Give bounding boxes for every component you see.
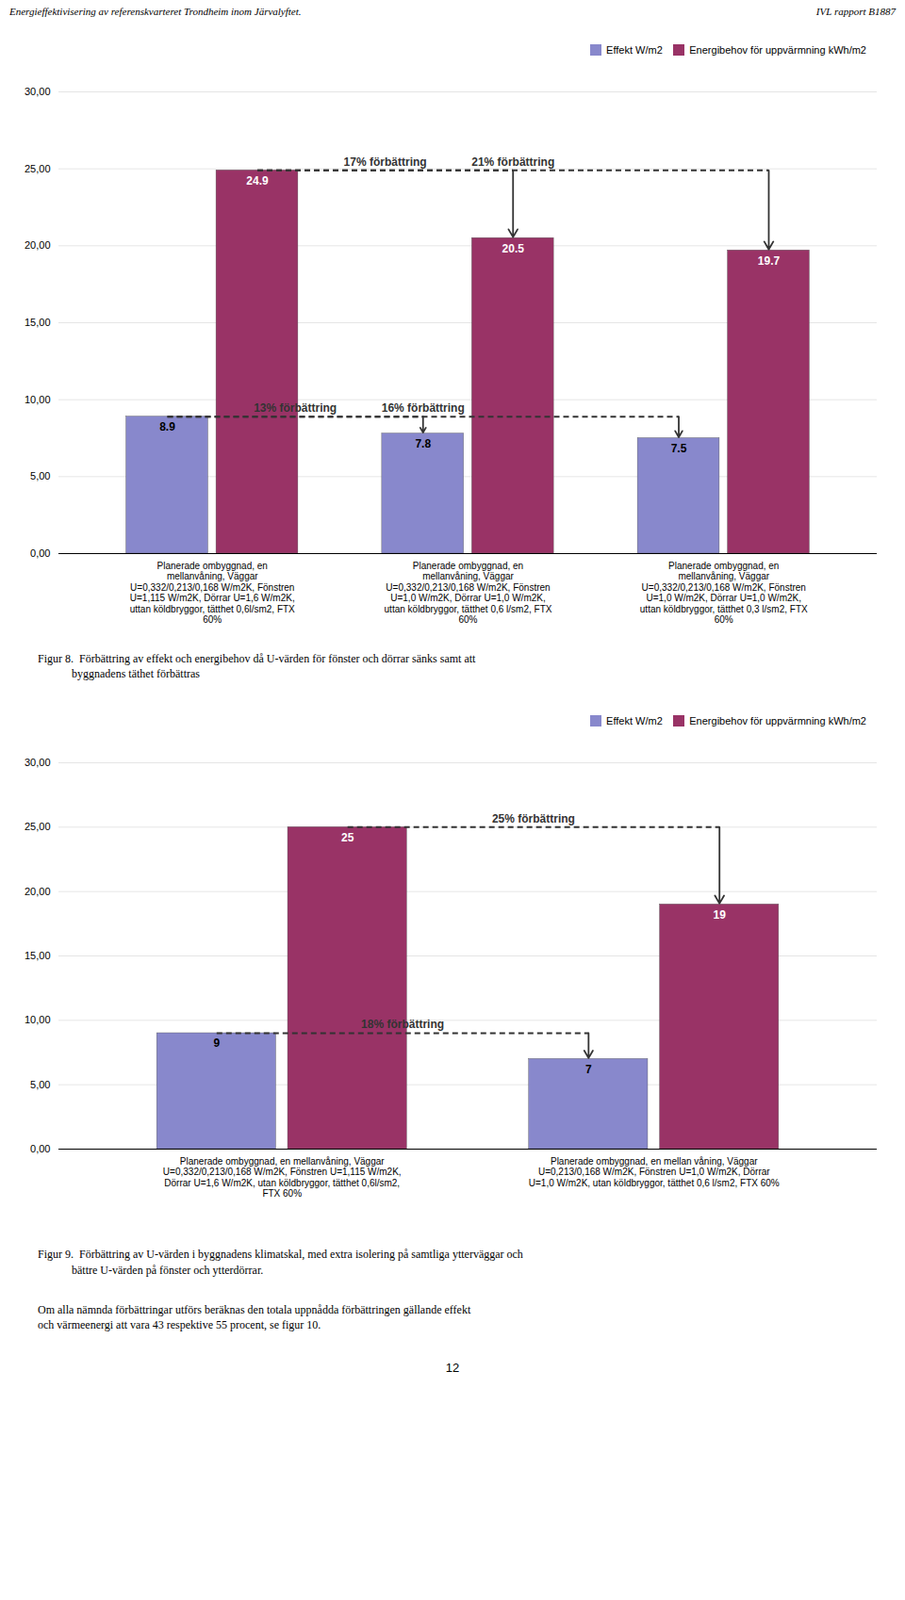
- html-text:Energibehov för uppvärmning kW: Energibehov för uppvärmning kWh/m2: [689, 43, 867, 56]
- html-text:Energibehov för uppvärmning kW: Energibehov för uppvärmning kWh/m2: [689, 715, 867, 728]
- svg-text:9: 9: [213, 1037, 220, 1052]
- svg-text:30,00: 30,00: [24, 85, 51, 98]
- svg-text:24.9: 24.9: [246, 173, 269, 187]
- svg-text:8.9: 8.9: [159, 419, 176, 433]
- svg-text:7.8: 7.8: [414, 436, 431, 450]
- svg-text:18% förbättring: 18% förbättring: [361, 1019, 445, 1033]
- svg-text:10,00: 10,00: [24, 393, 51, 405]
- html-text:Figur 9. Förbättring av U-värd: Figur 9. Förbättring av U-värden i byggn…: [37, 1248, 524, 1277]
- svg-text:7: 7: [585, 1063, 593, 1077]
- html-text:Effekt W/m2: Effekt W/m2: [606, 715, 663, 728]
- svg-text:25% förbättring: 25% förbättring: [492, 812, 576, 826]
- svg-text:25,00: 25,00: [24, 822, 51, 834]
- svg-text:0,00: 0,00: [30, 547, 50, 560]
- svg-text:0,00: 0,00: [30, 1143, 50, 1155]
- svg-text:20,00: 20,00: [24, 886, 51, 898]
- html-text:Energieffektivisering av refer: Energieffektivisering av referenskvarter…: [9, 5, 302, 17]
- svg-text:19: 19: [713, 908, 727, 922]
- svg-text:Planerade ombyggnad, en mellan: Planerade ombyggnad, en mellan våning, V…: [528, 1156, 780, 1189]
- html-text:Figur 8. Förbättring av effekt: Figur 8. Förbättring av effekt och energ…: [37, 651, 476, 681]
- html-text:Effekt W/m2: Effekt W/m2: [606, 43, 663, 56]
- svg-text:15,00: 15,00: [24, 950, 51, 962]
- svg-text:Planerade ombyggnad, enmellanv: Planerade ombyggnad, enmellanvåning, Väg…: [640, 559, 808, 625]
- svg-text:20,00: 20,00: [24, 239, 51, 251]
- svg-text:21% förbättring: 21% förbättring: [471, 154, 555, 168]
- svg-text:13% förbättring: 13% förbättring: [253, 400, 337, 414]
- svg-text:Planerade ombyggnad, enmellanv: Planerade ombyggnad, enmellanvåning, Väg…: [384, 559, 553, 625]
- svg-text:10,00: 10,00: [24, 1015, 51, 1027]
- html-text:12: 12: [445, 1361, 460, 1376]
- html-text:Om alla nämnda förbättringar u: Om alla nämnda förbättringar utförs berä…: [37, 1303, 471, 1332]
- svg-text:20.5: 20.5: [502, 241, 526, 255]
- svg-text:Planerade ombyggnad, en mellan: Planerade ombyggnad, en mellanvåning, Vä…: [163, 1156, 402, 1201]
- html-text:IVL rapport B1887: IVL rapport B1887: [816, 5, 896, 17]
- svg-text:25,00: 25,00: [24, 162, 51, 174]
- svg-text:Planerade ombyggnad, enmellanv: Planerade ombyggnad, enmellanvåning, Väg…: [130, 559, 296, 625]
- svg-text:25: 25: [341, 831, 355, 845]
- svg-text:19.7: 19.7: [757, 253, 781, 267]
- svg-text:7.5: 7.5: [671, 441, 688, 455]
- svg-text:15,00: 15,00: [24, 316, 51, 329]
- svg-text:30,00: 30,00: [24, 756, 51, 769]
- svg-text:16% förbättring: 16% förbättring: [381, 400, 465, 414]
- svg-text:5,00: 5,00: [30, 470, 50, 482]
- svg-text:5,00: 5,00: [30, 1079, 50, 1091]
- svg-text:17% förbättring: 17% förbättring: [344, 154, 428, 168]
